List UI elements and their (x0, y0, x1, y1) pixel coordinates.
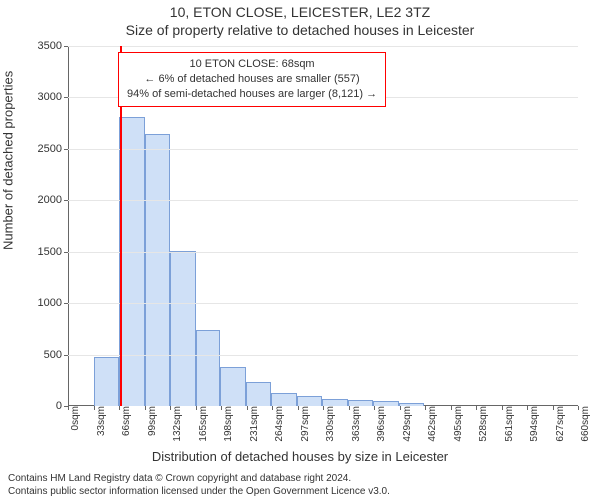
x-tick-label: 264sqm (270, 406, 285, 442)
y-tick-label: 3500 (38, 40, 68, 52)
y-axis-label: Number of detached properties (1, 71, 16, 250)
annotation-box: 10 ETON CLOSE: 68sqm← 6% of detached hou… (118, 52, 386, 107)
x-tick-label: 561sqm (500, 406, 515, 442)
histogram-bar (271, 393, 297, 406)
y-gridline (68, 149, 578, 150)
x-tick-label: 165sqm (194, 406, 209, 442)
x-tick-label: 495sqm (449, 406, 464, 442)
x-tick-label: 33sqm (92, 406, 107, 436)
x-tick-label: 528sqm (474, 406, 489, 442)
y-gridline (68, 252, 578, 253)
histogram-bar (170, 251, 196, 406)
histogram-bar (196, 330, 221, 406)
y-tick-label: 1000 (38, 297, 68, 309)
x-tick-label: 66sqm (117, 406, 132, 436)
y-gridline (68, 303, 578, 304)
x-tick-label: 231sqm (245, 406, 260, 442)
x-tick-label: 99sqm (143, 406, 158, 436)
footer-line-1: Contains HM Land Registry data © Crown c… (8, 473, 592, 486)
y-tick-label: 3000 (38, 91, 68, 103)
x-tick-label: 429sqm (398, 406, 413, 442)
y-gridline (68, 355, 578, 356)
chart-subtitle: Size of property relative to detached ho… (0, 22, 600, 38)
plot-area: 05001000150020002500300035000sqm33sqm66s… (68, 46, 578, 406)
y-tick-label: 2500 (38, 143, 68, 155)
histogram-bar (322, 399, 348, 406)
x-tick-label: 132sqm (168, 406, 183, 442)
histogram-bar (297, 396, 323, 406)
histogram-bar (119, 117, 145, 406)
x-axis-label: Distribution of detached houses by size … (0, 449, 600, 464)
x-tick-label: 462sqm (423, 406, 438, 442)
y-gridline (68, 46, 578, 47)
x-tick-label: 594sqm (525, 406, 540, 442)
histogram-bar (220, 367, 246, 406)
annotation-line: 94% of semi-detached houses are larger (… (127, 87, 377, 102)
annotation-line: 10 ETON CLOSE: 68sqm (127, 57, 377, 72)
annotation-line: ← 6% of detached houses are smaller (557… (127, 72, 377, 87)
x-tick-label: 297sqm (296, 406, 311, 442)
chart-title: 10, ETON CLOSE, LEICESTER, LE2 3TZ (0, 4, 600, 20)
attribution-footer: Contains HM Land Registry data © Crown c… (8, 473, 592, 498)
y-tick-label: 500 (44, 349, 68, 361)
histogram-bar (145, 134, 171, 406)
y-tick-label: 2000 (38, 194, 68, 206)
x-tick-label: 660sqm (576, 406, 591, 442)
x-tick-label: 627sqm (551, 406, 566, 442)
histogram-bar (246, 382, 272, 406)
x-tick-label: 330sqm (321, 406, 336, 442)
footer-line-2: Contains public sector information licen… (8, 486, 592, 499)
chart-container: 10, ETON CLOSE, LEICESTER, LE2 3TZ Size … (0, 0, 600, 500)
x-tick-label: 198sqm (219, 406, 234, 442)
y-tick-label: 1500 (38, 246, 68, 258)
y-gridline (68, 200, 578, 201)
x-tick-label: 396sqm (372, 406, 387, 442)
x-tick-label: 363sqm (347, 406, 362, 442)
x-tick-label: 0sqm (66, 406, 81, 430)
histogram-bar (94, 357, 120, 406)
